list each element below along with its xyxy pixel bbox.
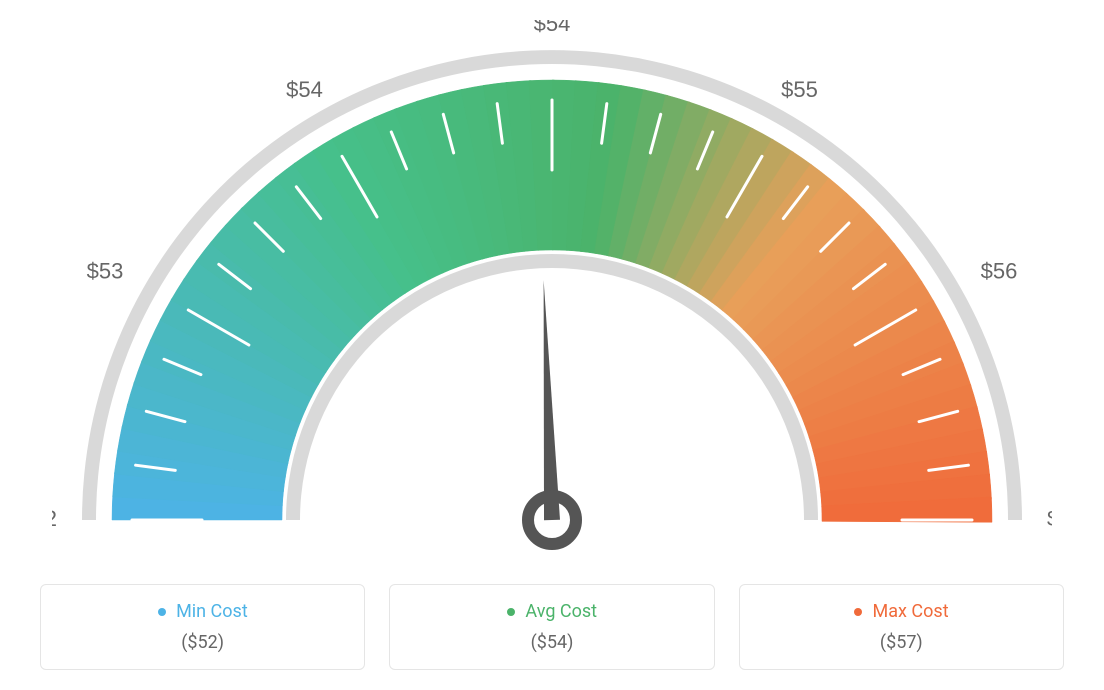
legend-avg-title: Avg Cost — [402, 601, 701, 622]
legend-max-title: Max Cost — [752, 601, 1051, 622]
legend-card-avg: Avg Cost ($54) — [389, 584, 714, 670]
legend-row: Min Cost ($52) Avg Cost ($54) Max Cost (… — [40, 584, 1064, 670]
svg-text:$54: $54 — [286, 77, 323, 102]
svg-text:$54: $54 — [534, 20, 571, 36]
svg-text:$52: $52 — [52, 506, 57, 531]
legend-min-title: Min Cost — [53, 601, 352, 622]
legend-min-value: ($52) — [53, 632, 352, 653]
svg-text:$55: $55 — [781, 77, 818, 102]
legend-avg-label: Avg Cost — [525, 601, 597, 622]
legend-card-min: Min Cost ($52) — [40, 584, 365, 670]
svg-text:$56: $56 — [981, 258, 1018, 283]
svg-text:$57: $57 — [1047, 506, 1052, 531]
legend-max-value: ($57) — [752, 632, 1051, 653]
dot-icon — [854, 608, 862, 616]
legend-min-label: Min Cost — [176, 601, 248, 622]
svg-text:$53: $53 — [87, 258, 124, 283]
dot-icon — [507, 608, 515, 616]
dot-icon — [158, 608, 166, 616]
legend-avg-value: ($54) — [402, 632, 701, 653]
legend-max-label: Max Cost — [873, 601, 949, 622]
legend-card-max: Max Cost ($57) — [739, 584, 1064, 670]
cost-gauge: $52 $53 $54 $54 $55 $56 $57 — [52, 20, 1052, 580]
